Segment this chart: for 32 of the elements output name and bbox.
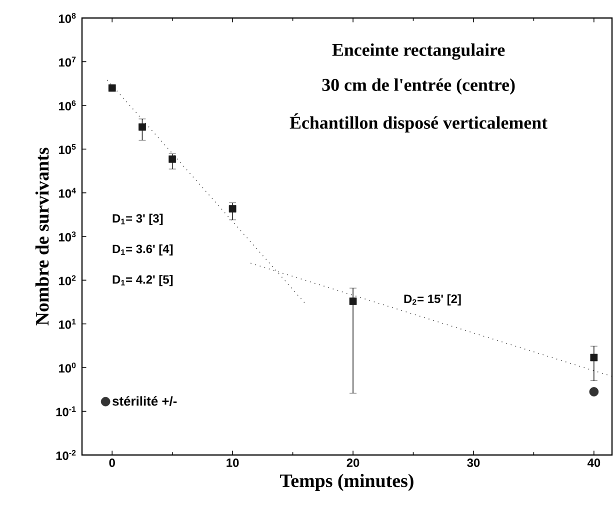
y-tick-label: 10$^{1}$: [59, 318, 76, 329]
point: [590, 354, 598, 362]
x-axis-title: Temps (minutes): [280, 474, 414, 492]
y-axis-title: Nombre de survivants: [35, 148, 49, 326]
text: 30 cm de l'entrée (centre): [322, 78, 515, 95]
x-tick-label: 30: [467, 458, 480, 468]
annotation: D$_{1}$= 3.6' [4]: [112, 244, 173, 256]
annotation: Échantillon disposé verticalement: [290, 113, 548, 132]
x-tick-label: 40: [587, 458, 600, 467]
legend-label: stérilité +/-: [112, 396, 177, 406]
annotation: D$_{1}$= 3' [3]: [112, 214, 163, 225]
x-tick-label: 20: [346, 458, 360, 467]
y-tick-label: 10$^{0}$: [59, 362, 76, 373]
x-tick-label: 10: [226, 458, 239, 467]
y-tick-label: 10$^{7}$: [59, 56, 76, 67]
y-tick-label: 10$^{-1}$: [56, 406, 76, 416]
y-tick-label: 10$^{4}$: [59, 188, 76, 198]
y-tick-label: 10$^{5}$: [59, 144, 76, 154]
y-tick-label: 10$^{3}$: [59, 231, 76, 242]
point: [589, 387, 599, 396]
text: Enceinte rectangulaire: [332, 43, 505, 60]
annotation: D$_{1}$= 4.2' [5]: [112, 274, 173, 286]
point: [108, 84, 116, 92]
y-tick-label: 10$^{2}$: [59, 275, 76, 286]
annotation: D$_{2}$= 15' [2]: [404, 294, 461, 306]
point: [349, 298, 357, 305]
y-tick-label: 10$^{-2}$: [56, 450, 76, 460]
x-tick-label: 0: [109, 458, 115, 467]
y-tick-label: 10$^{8}$: [59, 12, 76, 23]
y-tick-label: 10$^{6}$: [59, 100, 76, 110]
point: [228, 205, 236, 213]
point: [138, 123, 146, 131]
